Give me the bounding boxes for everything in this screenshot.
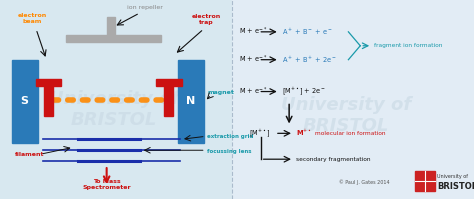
- Text: A$^+$ + B$^+$ + 2e$^-$: A$^+$ + B$^+$ + 2e$^-$: [282, 55, 337, 65]
- Text: M$^{+\bullet}$: M$^{+\bullet}$: [296, 128, 312, 139]
- Text: extraction grid: extraction grid: [207, 134, 254, 139]
- Text: fragment ion formation: fragment ion formation: [374, 43, 442, 48]
- Text: filament: filament: [15, 152, 45, 157]
- Text: ion repeller: ion repeller: [127, 5, 163, 10]
- Text: © Paul J. Gates 2014: © Paul J. Gates 2014: [339, 179, 390, 185]
- Text: M + e$^{-*}$: M + e$^{-*}$: [239, 86, 268, 97]
- Bar: [107, 17, 115, 35]
- Text: M + e$^{-*}$: M + e$^{-*}$: [239, 54, 268, 65]
- Bar: [178, 60, 204, 143]
- Bar: [164, 81, 173, 116]
- Bar: [12, 60, 38, 143]
- Text: [M$^{+\bullet}$] + 2e$^-$: [M$^{+\bullet}$] + 2e$^-$: [282, 86, 326, 98]
- Text: [M$^{+\bullet}$]: [M$^{+\bullet}$]: [249, 127, 270, 139]
- Bar: [44, 81, 53, 116]
- Text: University of
BRISTOL: University of BRISTOL: [49, 90, 179, 129]
- Text: electron
trap: electron trap: [191, 14, 221, 25]
- Bar: [156, 79, 182, 86]
- Text: molecular ion formation: molecular ion formation: [315, 131, 386, 136]
- Text: S: S: [21, 97, 28, 106]
- Text: N: N: [186, 97, 196, 106]
- Text: University of
BRISTOL: University of BRISTOL: [281, 96, 411, 135]
- Bar: [232, 0, 474, 199]
- Text: magnet: magnet: [207, 90, 234, 95]
- Text: secondary fragmentation: secondary fragmentation: [296, 157, 371, 162]
- Text: University of: University of: [437, 174, 468, 179]
- Bar: [66, 35, 161, 42]
- Bar: [415, 171, 435, 191]
- Text: BRISTOL: BRISTOL: [437, 181, 474, 191]
- Text: A$^+$ + B$^-$ + e$^-$: A$^+$ + B$^-$ + e$^-$: [282, 27, 333, 37]
- Bar: [36, 79, 61, 86]
- Text: electron
beam: electron beam: [18, 13, 47, 24]
- Text: M + e$^{-*}$: M + e$^{-*}$: [239, 26, 268, 37]
- Text: focussing lens: focussing lens: [207, 149, 252, 154]
- Text: To Mass
Spectrometer: To Mass Spectrometer: [82, 179, 131, 190]
